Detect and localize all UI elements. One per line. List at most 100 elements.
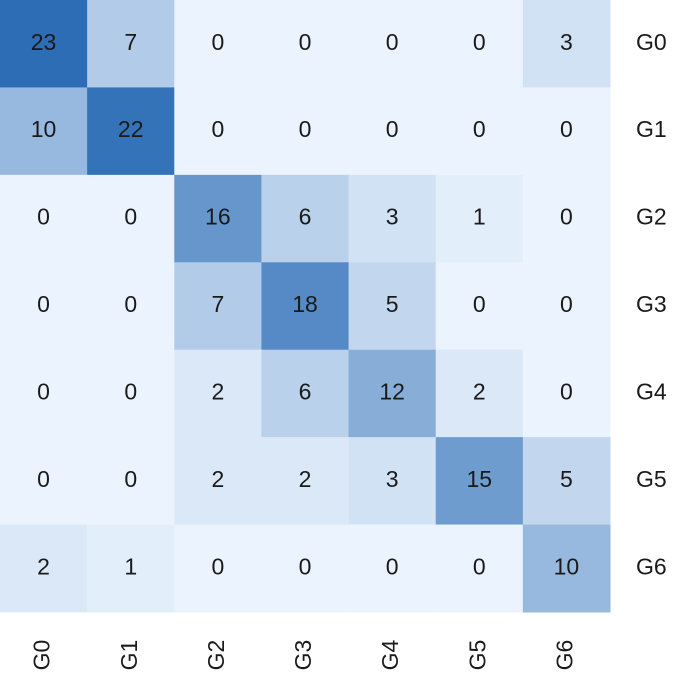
cell-label: 7: [124, 29, 137, 55]
cell-label: 0: [386, 553, 399, 579]
heatmap-cell: [174, 0, 262, 88]
heatmap-cell: [261, 437, 350, 526]
cell-label: 18: [292, 291, 318, 317]
cell-label: 15: [466, 466, 492, 492]
cell-label: 6: [299, 379, 312, 405]
heatmap-cell: [522, 349, 611, 438]
cell-label: 0: [473, 29, 486, 55]
cell-label: 0: [124, 466, 137, 492]
heatmap-cell: [261, 524, 350, 613]
cell-label: 0: [386, 29, 399, 55]
cell-label: 0: [37, 466, 50, 492]
heatmap-cell: [174, 349, 262, 438]
heatmap-cell: [435, 349, 524, 438]
cell-label: 0: [473, 553, 486, 579]
heatmap-cell: [174, 262, 262, 351]
cell-label: 1: [124, 553, 137, 579]
heatmap-cell: [348, 174, 437, 263]
cell-label: 0: [386, 116, 399, 142]
cell-label: 5: [560, 466, 573, 492]
cell-label: 0: [473, 291, 486, 317]
cell-label: 12: [379, 379, 405, 405]
heatmap-cell: [522, 87, 611, 176]
heatmap-cell: [174, 524, 262, 613]
heatmap-cell: [522, 262, 611, 351]
cell-label: 7: [211, 291, 224, 317]
heatmap-cell: [435, 437, 524, 526]
heatmap-cell: [435, 174, 524, 263]
heatmap-cell: [348, 524, 437, 613]
cell-label: 2: [37, 553, 50, 579]
cell-label: 16: [205, 204, 231, 230]
heatmap-cell: [0, 262, 88, 351]
cell-label: 0: [211, 116, 224, 142]
heatmap-cell: [87, 349, 175, 438]
heatmap-cell: [261, 349, 350, 438]
heatmap-cell: [87, 87, 175, 176]
cell-label: 22: [118, 116, 144, 142]
heatmap-cell: [87, 524, 175, 613]
cell-label: 3: [386, 204, 399, 230]
heatmap-cell: [261, 87, 350, 176]
heatmap-cell: [0, 524, 88, 613]
cell-label: 5: [386, 291, 399, 317]
heatmap-cell: [87, 262, 175, 351]
cell-label: 0: [124, 379, 137, 405]
heatmap-cell: [522, 437, 611, 526]
cell-label: 0: [211, 553, 224, 579]
cell-label: 0: [124, 204, 137, 230]
y-tick-label: G4: [636, 379, 667, 405]
heatmap-cell: [174, 87, 262, 176]
x-tick-label: G2: [203, 640, 229, 671]
heatmap-cell: [87, 437, 175, 526]
cell-label: 0: [299, 29, 312, 55]
cell-label: 0: [560, 116, 573, 142]
heatmap-cell: [435, 262, 524, 351]
x-tick-label: G1: [116, 640, 142, 671]
heatmap-cell: [435, 524, 524, 613]
cell-label: 6: [299, 204, 312, 230]
heatmap-cell: [261, 262, 350, 351]
heatmap-cell: [261, 0, 350, 88]
heatmap-cell: [522, 524, 611, 613]
x-tick-label: G0: [29, 640, 55, 671]
heatmap-cell: [261, 174, 350, 263]
cell-label: 0: [560, 204, 573, 230]
heatmap-cell: [87, 0, 175, 88]
cell-label: 0: [299, 116, 312, 142]
y-tick-label: G0: [636, 29, 667, 55]
cell-label: 3: [386, 466, 399, 492]
heatmap-cell: [0, 87, 88, 176]
cell-label: 23: [31, 29, 57, 55]
cell-label: 0: [124, 291, 137, 317]
heatmap-cell: [348, 262, 437, 351]
x-tick-label: G6: [552, 640, 578, 671]
heatmap-cell: [0, 174, 88, 263]
cell-label: 2: [211, 466, 224, 492]
cell-label: 0: [560, 379, 573, 405]
y-tick-label: G1: [636, 116, 667, 142]
y-tick-label: G2: [636, 204, 667, 230]
heatmap-cell: [0, 349, 88, 438]
heatmap-cell: [174, 174, 262, 263]
cell-label: 2: [211, 379, 224, 405]
cell-label: 0: [37, 204, 50, 230]
heatmap-cell: [348, 349, 437, 438]
heatmap-cell: [348, 437, 437, 526]
heatmap-cell: [348, 0, 437, 88]
cell-label: 0: [473, 116, 486, 142]
heatmap-cell: [174, 437, 262, 526]
cell-label: 0: [37, 379, 50, 405]
y-tick-label: G6: [636, 553, 667, 579]
cell-label: 0: [37, 291, 50, 317]
heatmap-cell: [435, 87, 524, 176]
y-tick-label: G3: [636, 291, 667, 317]
heatmap-cell: [435, 0, 524, 88]
cell-label: 10: [31, 116, 57, 142]
cell-label: 2: [473, 379, 486, 405]
cell-label: 3: [560, 29, 573, 55]
heatmap-cell: [0, 0, 88, 88]
cell-label: 0: [211, 29, 224, 55]
x-tick-label: G4: [377, 639, 403, 670]
